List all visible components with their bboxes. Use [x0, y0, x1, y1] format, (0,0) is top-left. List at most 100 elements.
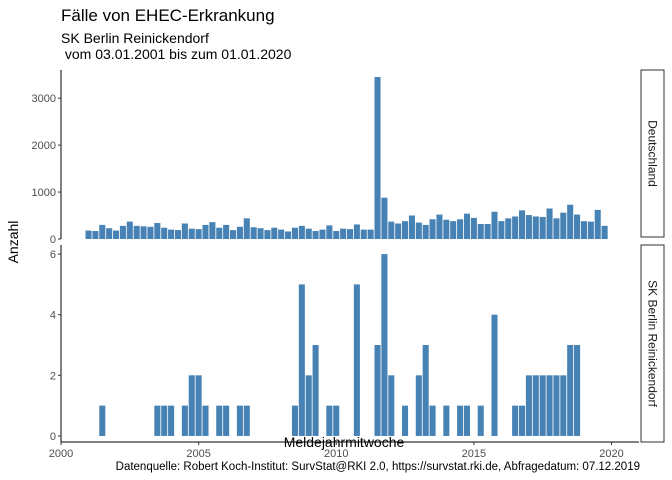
bar-deutschland [532, 216, 539, 239]
bar-deutschland [463, 213, 471, 239]
bar-deutschland [291, 227, 298, 239]
bar-deutschland [553, 218, 560, 239]
bar-deutschland [161, 227, 168, 239]
bar-deutschland [312, 231, 319, 239]
bar-reinickendorf [381, 254, 388, 436]
bar-deutschland [470, 217, 477, 240]
bar-deutschland [250, 227, 257, 239]
bar-deutschland [346, 229, 354, 239]
bar-deutschland [305, 228, 312, 239]
bar-deutschland [147, 226, 154, 239]
y-axis-label: Anzahl [5, 221, 21, 264]
panel-reinickendorf: 0 2 4 6 [50, 245, 581, 443]
bar-deutschland [133, 225, 140, 239]
bar-deutschland [539, 216, 546, 239]
bar-deutschland [216, 227, 223, 239]
bar-reinickendorf [195, 375, 202, 436]
y-tick-label-reinickendorf: 6 [50, 249, 56, 261]
bar-reinickendorf [463, 405, 471, 436]
bar-deutschland [505, 218, 512, 239]
bar-deutschland [580, 221, 587, 239]
chart-title: Fälle von EHEC-Erkrankung [61, 6, 275, 25]
bar-reinickendorf [477, 405, 484, 436]
bar-reinickendorf [532, 375, 539, 436]
strip-deutschland: Deutschland [640, 69, 665, 238]
x-tick-label: 2000 [49, 448, 73, 460]
bar-deutschland [168, 229, 175, 239]
bar-reinickendorf [525, 375, 532, 436]
bar-deutschland [195, 229, 202, 239]
bar-deutschland [326, 225, 333, 239]
chart-caption: Datenquelle: Robert Koch-Institut: SurvS… [116, 461, 640, 473]
bar-deutschland [388, 221, 395, 239]
bar-reinickendorf [374, 345, 381, 436]
bar-deutschland [477, 223, 484, 239]
x-axis: 2000 2005 2010 2015 2020 [49, 441, 639, 460]
y-tick-label-deutschland: 0 [50, 234, 56, 246]
bar-reinickendorf [402, 405, 409, 436]
bar-reinickendorf [236, 405, 243, 436]
y-tick-label-reinickendorf: 2 [50, 370, 56, 382]
bar-reinickendorf [223, 405, 230, 436]
y-tick-label-reinickendorf: 0 [50, 431, 56, 443]
bar-deutschland [113, 230, 120, 239]
bar-deutschland [512, 216, 519, 239]
bar-reinickendorf [181, 405, 188, 436]
bar-reinickendorf [99, 405, 106, 436]
bar-deutschland [285, 231, 292, 239]
bar-reinickendorf [560, 375, 567, 436]
bar-deutschland [360, 229, 367, 239]
bar-deutschland [436, 214, 443, 239]
bar-deutschland [188, 228, 195, 239]
bar-reinickendorf [388, 375, 395, 436]
bar-deutschland [202, 224, 209, 239]
bar-deutschland [429, 219, 436, 239]
y-tick-label-reinickendorf: 4 [50, 310, 56, 322]
y-tick-label-deutschland: 1000 [32, 187, 56, 199]
bar-reinickendorf [298, 284, 305, 436]
bar-reinickendorf [512, 405, 519, 436]
bar-deutschland [319, 229, 326, 239]
bar-deutschland [560, 212, 567, 239]
y-tick-label-deutschland: 2000 [32, 140, 56, 152]
bar-reinickendorf [415, 375, 422, 436]
strip-reinickendorf: SK Berlin Reinickendorf [640, 244, 665, 443]
bar-deutschland [264, 230, 271, 239]
bar-deutschland [374, 77, 381, 239]
bar-deutschland [230, 230, 237, 239]
bar-deutschland [92, 231, 99, 239]
bar-deutschland [209, 222, 216, 239]
bar-reinickendorf [305, 375, 312, 436]
bar-deutschland [154, 223, 161, 239]
bar-reinickendorf [161, 405, 168, 436]
bar-deutschland [367, 229, 374, 239]
bar-reinickendorf [312, 345, 319, 436]
x-tick-label: 2010 [324, 448, 348, 460]
x-tick-label: 2015 [462, 448, 486, 460]
bar-deutschland [271, 227, 278, 239]
bar-reinickendorf [353, 284, 360, 436]
bar-deutschland [395, 223, 402, 239]
bar-deutschland [415, 222, 422, 239]
chart-subtitle-line2: vom 03.01.2001 bis zum 01.01.2020 [61, 46, 292, 62]
bar-deutschland [85, 230, 92, 239]
bar-deutschland [340, 228, 347, 239]
bar-deutschland [587, 221, 594, 239]
bar-deutschland [236, 226, 243, 239]
bar-reinickendorf [429, 405, 436, 436]
bar-deutschland [574, 214, 581, 239]
bar-reinickendorf [188, 375, 195, 436]
bar-deutschland [223, 224, 230, 239]
bar-deutschland [381, 197, 388, 239]
y-tick-label-deutschland: 3000 [32, 93, 56, 105]
bar-deutschland [594, 209, 601, 239]
bar-deutschland [181, 223, 188, 239]
bar-reinickendorf [422, 345, 429, 436]
bar-reinickendorf [443, 405, 450, 436]
bar-reinickendorf [539, 375, 546, 436]
strip-label-reinickendorf: SK Berlin Reinickendorf [646, 280, 660, 407]
bar-deutschland [126, 221, 133, 239]
bar-deutschland [408, 215, 415, 239]
bar-deutschland [422, 224, 429, 239]
